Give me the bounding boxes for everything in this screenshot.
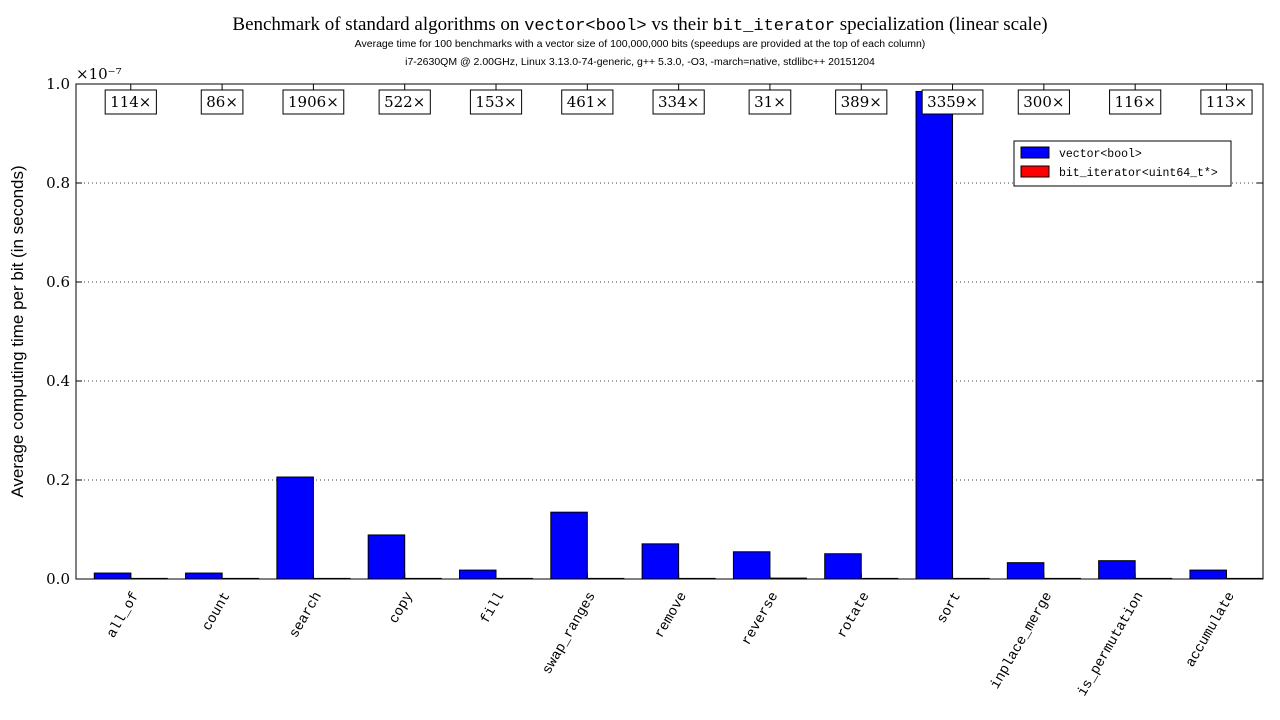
speedup-box-frame: [282, 89, 345, 115]
speedup-box: 116×: [1109, 89, 1162, 115]
bar-vector-bool-inplace_merge: [1006, 562, 1045, 580]
speedup-label: 31×: [754, 93, 786, 111]
speedup-box: 334×: [652, 89, 705, 115]
legend-label: vector<bool>: [1059, 148, 1142, 161]
bar-vector-bool-search: [276, 476, 314, 580]
speedup-box: 113×: [1200, 89, 1253, 115]
x-tick-label: inplace_merge: [988, 590, 1056, 693]
speedup-label: 153×: [475, 93, 516, 111]
speedup-box: 86×: [200, 89, 244, 115]
chart-subtitle-1: Average time for 100 benchmarks with a v…: [354, 38, 926, 50]
bar-vector-bool-swap_ranges: [550, 511, 588, 580]
y-tick-label: 1.0: [46, 75, 70, 93]
speedup-label: 113×: [1206, 93, 1247, 111]
bar-vector-bool-reverse: [732, 551, 771, 580]
speedup-box: 461×: [561, 89, 614, 115]
y-tick-label: 0.0: [46, 570, 70, 588]
speedup-label: 461×: [567, 93, 608, 111]
x-tick-label: sort: [934, 590, 965, 627]
speedup-box-frame: [561, 89, 614, 115]
speedup-box: 31×: [748, 89, 792, 115]
speedup-label: 116×: [1115, 93, 1156, 111]
speedup-label: 1906×: [288, 93, 339, 111]
speedup-box: 3359×: [921, 89, 984, 115]
title-code-2: bit_iterator: [712, 17, 835, 36]
x-tick-label: count: [200, 590, 235, 634]
title-text-2: vs their: [646, 14, 713, 35]
speedup-labels: 114× 86× 1906× 522× 153× 461× 334× 31× 389× 3359×…: [104, 89, 1253, 115]
speedup-box-frame: [921, 89, 984, 115]
legend-swatch: [1020, 165, 1050, 178]
speedup-box-frame: [378, 89, 431, 115]
speedup-label: 522×: [384, 93, 425, 111]
x-tick-label: rotate: [835, 590, 874, 642]
speedup-box-frame: [1017, 89, 1070, 115]
y-axis: 0.0 0.2 0.4 0.6 0.8 1.0: [46, 75, 1263, 588]
legend-swatch: [1020, 146, 1050, 159]
bar-vector-bool-accumulate: [1189, 569, 1227, 580]
speedup-box-frame: [104, 89, 157, 115]
bar-vector-bool-fill: [458, 569, 497, 580]
bar-vector-bool-sort: [915, 90, 954, 580]
speedup-box-frame: [1109, 89, 1162, 115]
speedup-box: 389×: [835, 89, 888, 115]
y-multiplier-label: ×10⁻⁷: [76, 65, 122, 83]
grid-lines: [76, 182, 1263, 481]
bar-vector-bool-is_permutation: [1098, 560, 1136, 580]
x-tick-label: copy: [386, 590, 417, 627]
x-tick-label: swap_ranges: [540, 590, 600, 678]
x-tick-label: accumulate: [1183, 590, 1239, 671]
y-tick-label: 0.6: [46, 273, 70, 291]
speedup-box: 1906×: [282, 89, 345, 115]
y-tick-label: 0.8: [46, 174, 70, 192]
bar-vector-bool-remove: [641, 543, 680, 580]
speedup-box: 114×: [104, 89, 157, 115]
speedup-box-frame: [469, 89, 523, 115]
bar-vector-bool-all_of: [93, 572, 132, 580]
speedup-box-frame: [652, 89, 705, 115]
x-tick-label: fill: [478, 590, 509, 627]
speedup-label: 389×: [841, 93, 882, 111]
x-tick-label: all_of: [104, 590, 143, 642]
speedup-label: 114×: [110, 93, 151, 111]
x-tick-label: is_permutation: [1075, 590, 1148, 700]
x-tick-label: search: [287, 590, 326, 642]
speedup-box-frame: [835, 89, 888, 115]
plot-frame: [75, 83, 1264, 580]
title-code-1: vector<bool>: [524, 17, 647, 36]
speedup-box: 522×: [378, 89, 431, 115]
x-tick-label: remove: [652, 590, 691, 642]
y-tick-label: 0.2: [46, 471, 70, 489]
speedup-label: 3359×: [927, 93, 978, 111]
legend-frame: [1013, 140, 1232, 187]
title-text-1: Benchmark of standard algorithms on: [232, 14, 525, 35]
legend-label: bit_iterator<uint64_t*>: [1059, 167, 1218, 180]
bar-vector-bool-rotate: [824, 553, 862, 580]
speedup-label: 334×: [658, 93, 699, 111]
bar-vector-bool-copy: [367, 534, 406, 580]
x-tick-label: reverse: [739, 590, 782, 649]
y-tick-label: 0.4: [46, 372, 70, 390]
speedup-label: 86×: [206, 93, 238, 111]
y-axis-label: Average computing time per bit (in secon…: [8, 165, 27, 497]
chart-subtitle-2: i7-2630QM @ 2.00GHz, Linux 3.13.0-74-gen…: [405, 56, 875, 68]
speedup-box-frame: [1200, 89, 1253, 115]
speedup-box-frame: [200, 89, 244, 115]
title-text-3: specialization (linear scale): [835, 14, 1048, 35]
speedup-box: 153×: [469, 89, 523, 115]
speedup-box: 300×: [1017, 89, 1070, 115]
speedup-label: 300×: [1023, 93, 1064, 111]
bar-vector-bool-count: [185, 572, 223, 580]
speedup-box-frame: [748, 89, 792, 115]
legend: vector<bool> bit_iterator<uint64_t*>: [1013, 140, 1232, 187]
chart-title: Benchmark of standard algorithms on vect…: [0, 14, 1280, 36]
